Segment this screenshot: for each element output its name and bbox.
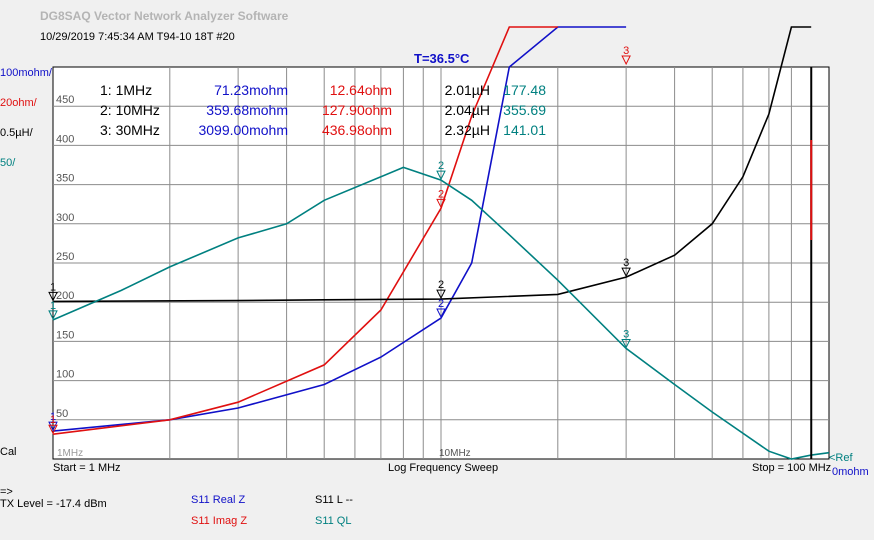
y-tick-label: 150: [56, 329, 74, 341]
y-tick-label: 100: [56, 369, 74, 381]
marker-label: 2: [438, 298, 444, 310]
start-frequency: Start = 1 MHz: [53, 462, 121, 474]
cal-label: Cal: [0, 446, 17, 458]
marker-imag-value: 12.64ohm: [330, 82, 392, 98]
marker-real-value: 71.23mohm: [214, 82, 288, 98]
app-title: DG8SAQ Vector Network Analyzer Software: [40, 9, 289, 23]
marker-l-value: 2.04µH: [445, 102, 490, 118]
imag-z-trace: [52, 26, 558, 435]
measurement-info: 10/29/2019 7:45:34 AM T94-10 18T #20: [40, 31, 235, 43]
y-tick-label: 200: [56, 290, 74, 302]
stop-frequency: Stop = 100 MHz: [752, 462, 832, 474]
legend-ql[interactable]: S11 QL: [315, 515, 352, 527]
y-tick-label: 50: [56, 408, 68, 420]
marker-label: 1: [50, 411, 56, 423]
marker-triangle: [436, 198, 446, 209]
x-tick-label: 10MHz: [439, 448, 471, 459]
marker-label: 2: [438, 160, 444, 172]
marker-imag-value: 436.98ohm: [322, 122, 392, 138]
marker-triangle: [436, 170, 446, 181]
marker-real-value: 3099.00mohm: [198, 122, 288, 138]
marker-label-offscale: 3: [623, 45, 629, 57]
marker-label: 2: [438, 279, 444, 291]
marker-label: 1: [50, 414, 56, 426]
marker-q-value: 355.69: [503, 102, 546, 118]
marker-frequency: 2: 10MHz: [100, 102, 160, 118]
legend-l[interactable]: S11 L --: [315, 494, 353, 506]
legend-imag-z[interactable]: S11 Imag Z: [191, 515, 248, 527]
y-tick-label: 350: [56, 173, 74, 185]
marker-q-value: 141.01: [503, 122, 546, 138]
scale-label-imag: 20ohm/: [0, 97, 37, 109]
y-tick-label: 300: [56, 212, 74, 224]
marker-l-value: 2.01µH: [445, 82, 490, 98]
marker-frequency: 1: 1MHz: [100, 82, 152, 98]
marker-label: 1: [50, 281, 56, 293]
marker-triangle: [48, 421, 58, 432]
sweep-mode: Log Frequency Sweep: [388, 462, 499, 474]
marker-l-value: 2.32µH: [445, 122, 490, 138]
y-tick-label: 450: [56, 94, 74, 106]
marker-triangle: [48, 424, 58, 435]
reference-unit: 0mohm: [832, 466, 869, 478]
marker-label: 3: [623, 257, 629, 269]
y-tick-label: 250: [56, 251, 74, 263]
marker-triangle: [48, 310, 58, 320]
marker-q-value: 177.48: [503, 82, 546, 98]
scale-label-l: 0.5µH/: [0, 127, 33, 139]
marker-triangle: [48, 291, 58, 302]
marker-label: 3: [623, 328, 629, 340]
y-tick-label: 400: [56, 133, 74, 145]
marker-triangle-offscale: [621, 55, 631, 66]
marker-triangle: [621, 338, 631, 349]
arrow-indicator: =>: [0, 486, 13, 498]
marker-label: 1: [50, 300, 56, 312]
scale-label-real: 100mohm/: [0, 67, 52, 79]
ql-trace: [52, 166, 830, 460]
scale-label-q: 50/: [0, 157, 16, 169]
marker-label: 2: [438, 188, 444, 200]
tx-level: TX Level = -17.4 dBm: [0, 498, 107, 510]
marker-triangle: [621, 267, 631, 278]
marker-imag-value: 127.90ohm: [322, 102, 392, 118]
inductance-trace: [52, 26, 812, 303]
reference-label: <Ref: [829, 452, 853, 464]
marker-frequency: 3: 30MHz: [100, 122, 160, 138]
legend-real-z[interactable]: S11 Real Z: [191, 494, 246, 506]
temperature-readout: T=36.5°C: [414, 51, 470, 66]
x-tick-label-start: 1MHz: [57, 448, 83, 459]
marker-triangle: [436, 308, 446, 319]
marker-triangle: [436, 289, 446, 300]
marker-real-value: 359.68mohm: [206, 102, 288, 118]
